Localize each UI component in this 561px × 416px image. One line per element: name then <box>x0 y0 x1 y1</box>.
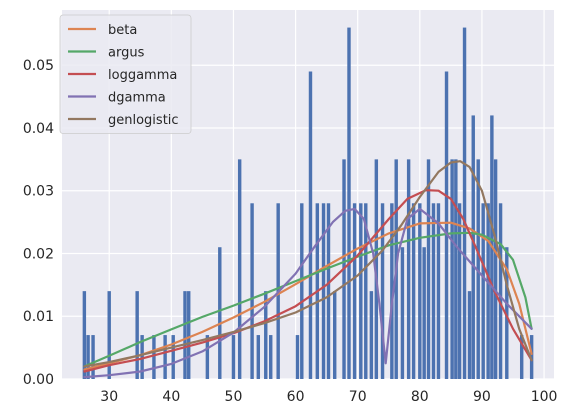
histogram-bar <box>471 115 475 379</box>
histogram-bar <box>486 203 490 379</box>
histogram-bar <box>369 291 374 379</box>
histogram-bar <box>140 335 144 379</box>
histogram-bar <box>364 203 368 379</box>
histogram-bar <box>152 335 156 379</box>
legend-box <box>59 14 192 134</box>
histogram-bar <box>218 247 222 379</box>
histogram-bar <box>454 159 458 379</box>
histogram-bar <box>107 291 111 379</box>
histogram-bar <box>529 335 534 379</box>
histogram-bar <box>86 335 90 379</box>
histogram-bar <box>250 203 254 379</box>
distribution-curves <box>83 160 533 379</box>
histogram-bar <box>422 247 426 379</box>
histogram-bar <box>91 335 95 379</box>
histogram-bar <box>321 203 326 379</box>
histogram-bar <box>82 291 87 379</box>
histogram-bar <box>359 203 363 379</box>
histogram-bar <box>450 159 454 379</box>
legend: beta argus loggamma dgamma genlogistic <box>59 14 192 134</box>
x-axis-ticks: 30 40 50 60 70 80 90 100 <box>100 389 557 405</box>
x-tick-label: 90 <box>473 389 491 405</box>
histogram-bar <box>476 159 480 379</box>
histogram-bar <box>183 291 187 379</box>
series-line-dgamma <box>83 207 533 379</box>
y-axis-ticks: 0.00 0.01 0.02 0.03 0.04 0.05 <box>23 58 54 388</box>
histogram-bar <box>264 291 268 379</box>
histogram-bar <box>205 335 210 379</box>
series-line-loggamma <box>83 189 533 373</box>
histogram-bar <box>231 335 236 379</box>
histogram-bar <box>400 247 405 379</box>
histogram-bar <box>352 203 357 379</box>
legend-label-genlogistic: genlogistic <box>108 113 179 128</box>
histogram-bar <box>431 203 436 379</box>
x-tick-label: 100 <box>531 389 558 405</box>
histogram-bar <box>163 335 167 379</box>
histogram-bar <box>481 203 485 379</box>
x-tick-label: 50 <box>225 389 243 405</box>
histogram-bar <box>457 203 462 379</box>
histogram-bar <box>505 247 509 379</box>
histogram-bar <box>436 203 441 379</box>
histogram-bar <box>269 335 273 379</box>
histogram-bar <box>498 203 503 379</box>
histogram-bar <box>308 71 313 379</box>
y-tick-label: 0.00 <box>23 372 54 388</box>
x-tick-label: 30 <box>100 389 118 405</box>
y-tick-label: 0.01 <box>23 309 54 325</box>
histogram-bar <box>467 291 472 379</box>
y-tick-label: 0.02 <box>23 246 54 262</box>
y-tick-label: 0.04 <box>23 121 54 137</box>
histogram-bar <box>187 291 191 379</box>
histogram-bar <box>326 203 331 379</box>
histogram-bar <box>374 159 379 379</box>
histogram-bar <box>300 203 304 379</box>
histogram-bar <box>380 203 385 379</box>
legend-label-argus: argus <box>108 46 145 61</box>
x-tick-label: 60 <box>287 389 305 405</box>
series-line-genlogistic <box>83 160 533 368</box>
histogram-bar <box>135 291 139 379</box>
histogram-bar <box>462 27 467 379</box>
legend-label-loggamma: loggamma <box>108 68 177 83</box>
histogram-bar <box>426 159 431 379</box>
histogram-bar <box>237 159 242 379</box>
y-tick-label: 0.03 <box>23 184 54 200</box>
histogram-bar <box>333 291 337 379</box>
histogram-bar <box>411 203 416 379</box>
histogram-bar <box>519 335 524 379</box>
legend-label-beta: beta <box>108 23 137 38</box>
x-tick-label: 40 <box>162 389 180 405</box>
histogram-bar <box>256 335 261 379</box>
histogram-bar <box>171 335 175 379</box>
y-tick-label: 0.05 <box>23 58 54 74</box>
x-tick-label: 80 <box>411 389 429 405</box>
histogram-bar <box>406 159 411 379</box>
x-tick-label: 70 <box>349 389 367 405</box>
histogram-bar <box>418 203 422 379</box>
histogram-bar <box>390 203 394 379</box>
histogram-bar <box>347 27 351 379</box>
histogram-bar <box>444 71 449 379</box>
series-line-beta <box>83 221 533 371</box>
histogram-bar <box>493 159 498 379</box>
histogram-bar <box>295 335 300 379</box>
legend-label-dgamma: dgamma <box>108 91 166 106</box>
